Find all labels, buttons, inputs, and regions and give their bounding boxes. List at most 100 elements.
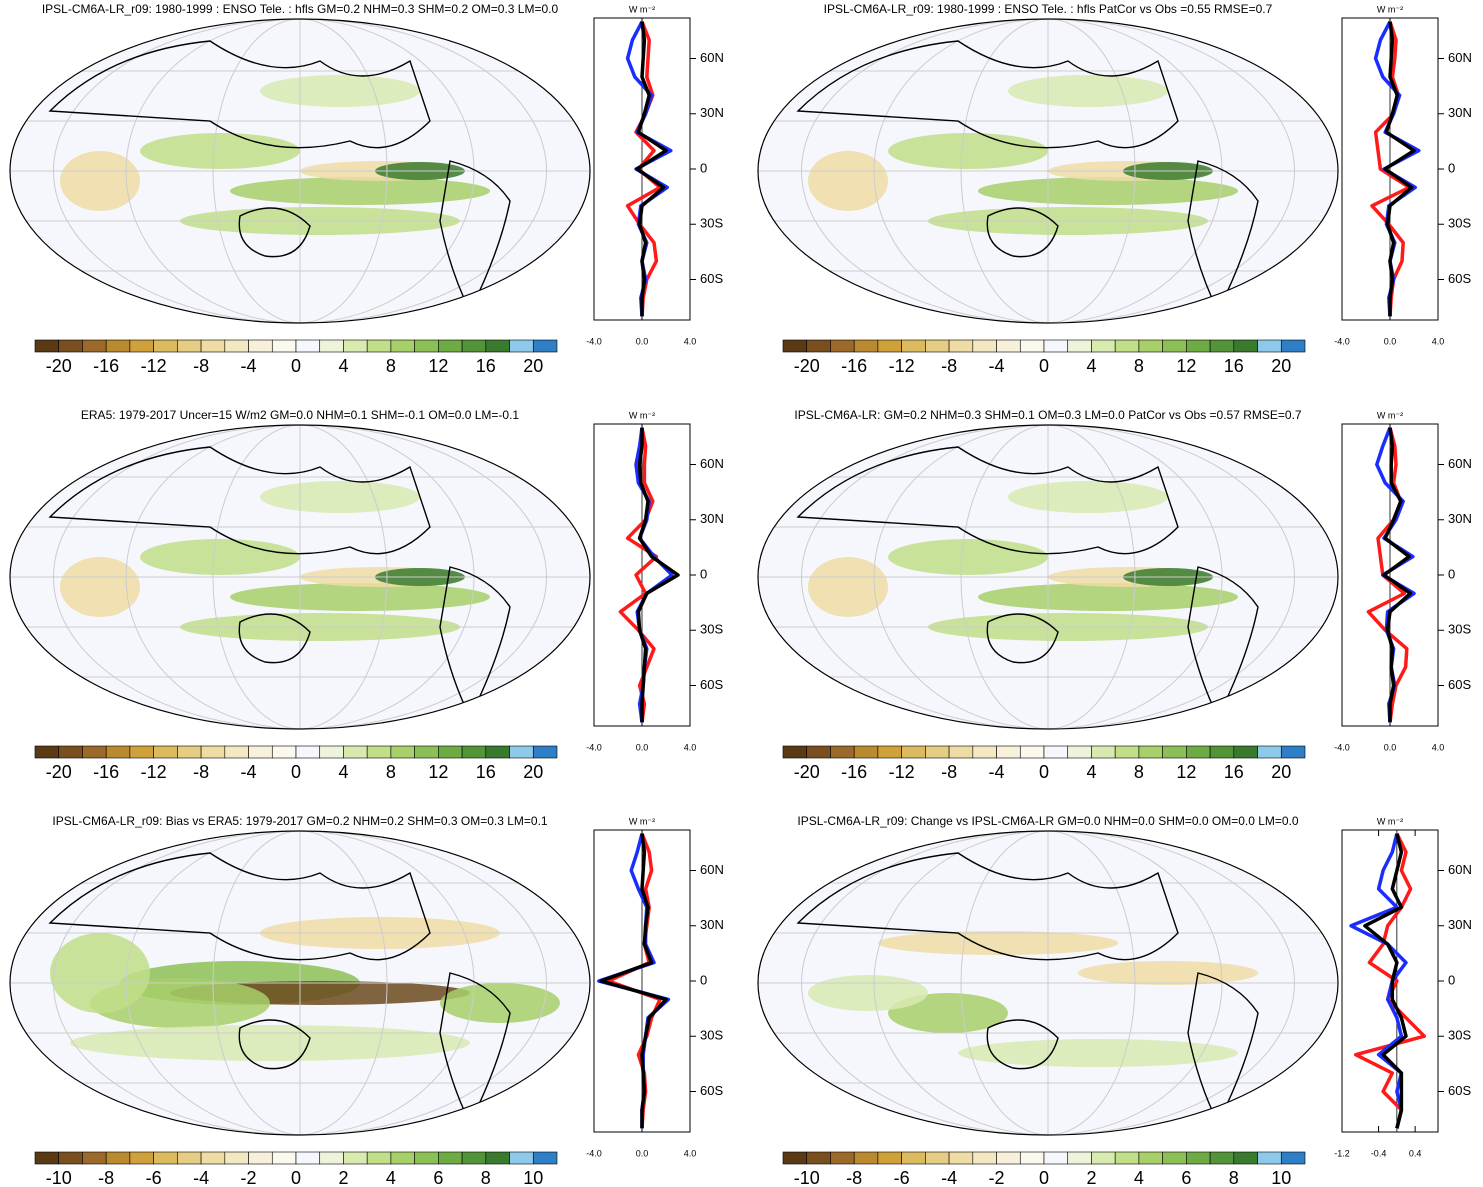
colorbar-label: 20 xyxy=(1271,356,1291,376)
colorbar-box xyxy=(1114,745,1140,759)
map-meridian xyxy=(801,831,1295,1135)
map-anomaly xyxy=(808,557,888,617)
map-anomaly xyxy=(1078,961,1258,985)
colorbar-box xyxy=(853,1151,879,1165)
map-anomaly xyxy=(888,539,1048,575)
x-axis-label: W m⁻² xyxy=(629,816,655,826)
x-tick-label: -4.0 xyxy=(1334,742,1350,752)
colorbar-box xyxy=(58,339,83,353)
colorbar-label: 2 xyxy=(338,1168,348,1187)
colorbar-box xyxy=(1091,1151,1116,1165)
colorbar-box xyxy=(438,745,463,759)
colorbar-box xyxy=(1067,339,1092,353)
colorbar-box xyxy=(461,339,487,353)
colorbar-box xyxy=(1138,339,1163,353)
colorbar-box xyxy=(105,339,131,353)
colorbar-box xyxy=(877,745,902,759)
coastline xyxy=(238,207,311,258)
colorbar-label: -10 xyxy=(46,1168,72,1187)
colorbar-box xyxy=(972,1151,997,1165)
map-features xyxy=(10,19,590,323)
x-tick-label: -0.4 xyxy=(1371,1148,1387,1158)
map-features xyxy=(758,425,1338,729)
map-meridian xyxy=(212,831,388,1135)
coastline xyxy=(986,613,1059,664)
map-meridian xyxy=(212,19,388,323)
colorbar-box xyxy=(248,745,273,759)
y-tick-label: 30N xyxy=(1448,511,1472,526)
colorbar-label: 0 xyxy=(1039,1168,1049,1187)
colorbar-box xyxy=(1257,1151,1282,1165)
map-anomaly xyxy=(60,151,140,211)
panel: IPSL-CM6A-LR_r09: 1980-1999 : ENSO Tele.… xyxy=(757,2,1472,376)
colorbar-box xyxy=(105,1151,131,1165)
colorbar-box xyxy=(996,1151,1021,1165)
colorbar-box xyxy=(153,1151,178,1165)
colorbar-label: 16 xyxy=(1224,762,1244,782)
colorbar-box xyxy=(1209,339,1235,353)
panel-title: IPSL-CM6A-LR: GM=0.2 NHM=0.3 SHM=0.1 OM=… xyxy=(794,408,1302,422)
colorbar-label: -12 xyxy=(141,762,167,782)
colorbar-box xyxy=(1043,745,1069,759)
colorbar-box xyxy=(901,745,926,759)
x-axis-label: W m⁻² xyxy=(1377,816,1403,826)
colorbar-box xyxy=(509,339,534,353)
colorbar-box xyxy=(1162,339,1187,353)
colorbar-box xyxy=(485,339,510,353)
colorbar-box xyxy=(1186,745,1211,759)
colorbar-label: -16 xyxy=(93,356,119,376)
colorbar-box xyxy=(925,745,950,759)
colorbar-box xyxy=(200,1151,226,1165)
colorbar-label: -8 xyxy=(193,356,209,376)
colorbar-box xyxy=(532,339,558,353)
colorbar-label: -2 xyxy=(989,1168,1005,1187)
colorbar-box xyxy=(853,339,879,353)
panel: IPSL-CM6A-LR_r09: Change vs IPSL-CM6A-LR… xyxy=(757,814,1472,1187)
colorbar-box xyxy=(1043,1151,1069,1165)
colorbar-box xyxy=(366,1151,392,1165)
x-axis-label: W m⁻² xyxy=(629,410,655,420)
coastline xyxy=(439,160,511,313)
colorbar-box xyxy=(461,745,487,759)
colorbar-box xyxy=(1091,339,1116,353)
map-anomaly xyxy=(808,151,888,211)
y-tick-label: 30N xyxy=(700,511,724,526)
colorbar-box xyxy=(200,339,226,353)
colorbar-label: 8 xyxy=(1229,1168,1239,1187)
colorbar-box xyxy=(414,745,439,759)
colorbar-box xyxy=(319,1151,344,1165)
colorbar-box xyxy=(1257,745,1282,759)
coastline xyxy=(796,852,1179,961)
colorbar-box xyxy=(1114,339,1140,353)
map-anomaly xyxy=(878,931,1118,955)
colorbar-label: 16 xyxy=(1224,356,1244,376)
map-meridian xyxy=(125,425,475,729)
map-border xyxy=(9,424,591,730)
colorbar-box xyxy=(1138,1151,1163,1165)
x-tick-label: 4.0 xyxy=(1432,336,1445,346)
map-anomaly xyxy=(140,133,300,169)
profile-line xyxy=(1383,21,1416,317)
colorbar-label: 16 xyxy=(476,762,496,782)
colorbar-box xyxy=(901,1151,926,1165)
colorbar-label: 4 xyxy=(338,356,348,376)
colorbar-box xyxy=(509,745,534,759)
colorbar-label: 4 xyxy=(338,762,348,782)
map-anomaly xyxy=(70,1025,470,1061)
y-tick-label: 60S xyxy=(700,1083,723,1098)
colorbar-label: -20 xyxy=(46,762,72,782)
colorbar-box xyxy=(438,1151,463,1165)
map-meridian xyxy=(53,19,547,323)
colorbar-label: -8 xyxy=(193,762,209,782)
colorbar-label: -4 xyxy=(193,1168,209,1187)
x-tick-label: 0.0 xyxy=(1384,336,1397,346)
colorbar-box xyxy=(996,745,1021,759)
colorbar-label: -6 xyxy=(894,1168,910,1187)
colorbar-label: 8 xyxy=(1134,762,1144,782)
profile-line xyxy=(1363,833,1408,1129)
colorbar-box xyxy=(806,339,831,353)
colorbar-label: -4 xyxy=(241,356,257,376)
map-border xyxy=(9,18,591,324)
y-tick-label: 30S xyxy=(700,216,723,231)
